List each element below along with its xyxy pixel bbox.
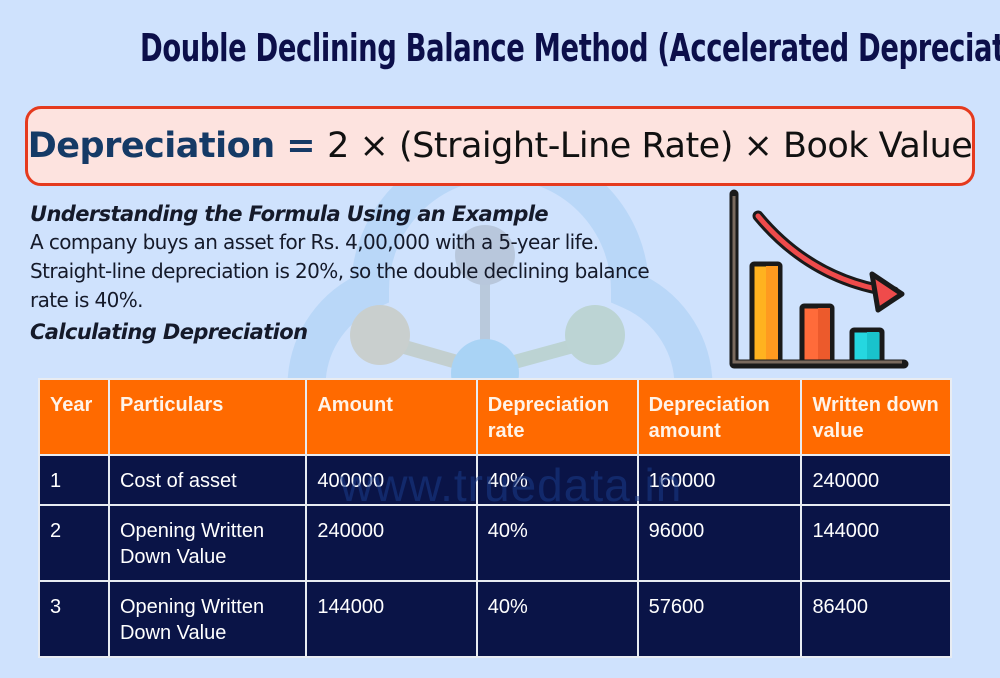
cell-amount: 144000 xyxy=(305,580,478,658)
table-row: 1 Cost of asset 400000 40% 160000 240000 xyxy=(38,454,952,506)
cell-written-down-value: 240000 xyxy=(800,454,952,506)
cell-amount: 240000 xyxy=(305,504,478,582)
header-written-down-value: Written down value xyxy=(800,378,952,456)
page-title: Double Declining Balance Method (Acceler… xyxy=(140,26,1000,70)
cell-particulars: Opening Written Down Value xyxy=(107,580,308,658)
cell-depreciation-amount: 96000 xyxy=(636,504,803,582)
cell-particulars: Cost of asset xyxy=(107,454,308,506)
header-year: Year xyxy=(38,378,110,456)
cell-year: 2 xyxy=(38,504,110,582)
table-header-row: Year Particulars Amount Depreciation rat… xyxy=(38,378,952,456)
header-particulars: Particulars xyxy=(107,378,308,456)
cell-depreciation-rate: 40% xyxy=(475,504,639,582)
cell-amount: 400000 xyxy=(305,454,478,506)
formula-rhs: 2 × (Straight-Line Rate) × Book Value xyxy=(327,126,973,166)
formula-lhs: Depreciation = xyxy=(27,126,316,166)
table-row: 3 Opening Written Down Value 144000 40% … xyxy=(38,580,952,658)
example-section: Understanding the Formula Using an Examp… xyxy=(30,200,710,346)
example-heading: Understanding the Formula Using an Examp… xyxy=(30,202,549,226)
cell-particulars: Opening Written Down Value xyxy=(107,504,308,582)
header-depreciation-rate: Depreciation rate xyxy=(475,378,639,456)
header-amount: Amount xyxy=(305,378,478,456)
cell-written-down-value: 86400 xyxy=(800,580,952,658)
depreciation-table: Year Particulars Amount Depreciation rat… xyxy=(38,378,952,658)
cell-year: 1 xyxy=(38,454,110,506)
cell-depreciation-rate: 40% xyxy=(475,580,639,658)
header-depreciation-amount: Depreciation amount xyxy=(636,378,803,456)
cell-depreciation-rate: 40% xyxy=(475,454,639,506)
calculating-heading: Calculating Depreciation xyxy=(30,320,308,344)
formula-box: Depreciation = 2 × (Straight-Line Rate) … xyxy=(25,106,975,186)
cell-written-down-value: 144000 xyxy=(800,504,952,582)
cell-depreciation-amount: 160000 xyxy=(636,454,803,506)
table-row: 2 Opening Written Down Value 240000 40% … xyxy=(38,504,952,582)
cell-depreciation-amount: 57600 xyxy=(636,580,803,658)
cell-year: 3 xyxy=(38,580,110,658)
declining-bar-chart-icon xyxy=(729,189,909,369)
example-body: A company buys an asset for Rs. 4,00,000… xyxy=(30,230,650,312)
